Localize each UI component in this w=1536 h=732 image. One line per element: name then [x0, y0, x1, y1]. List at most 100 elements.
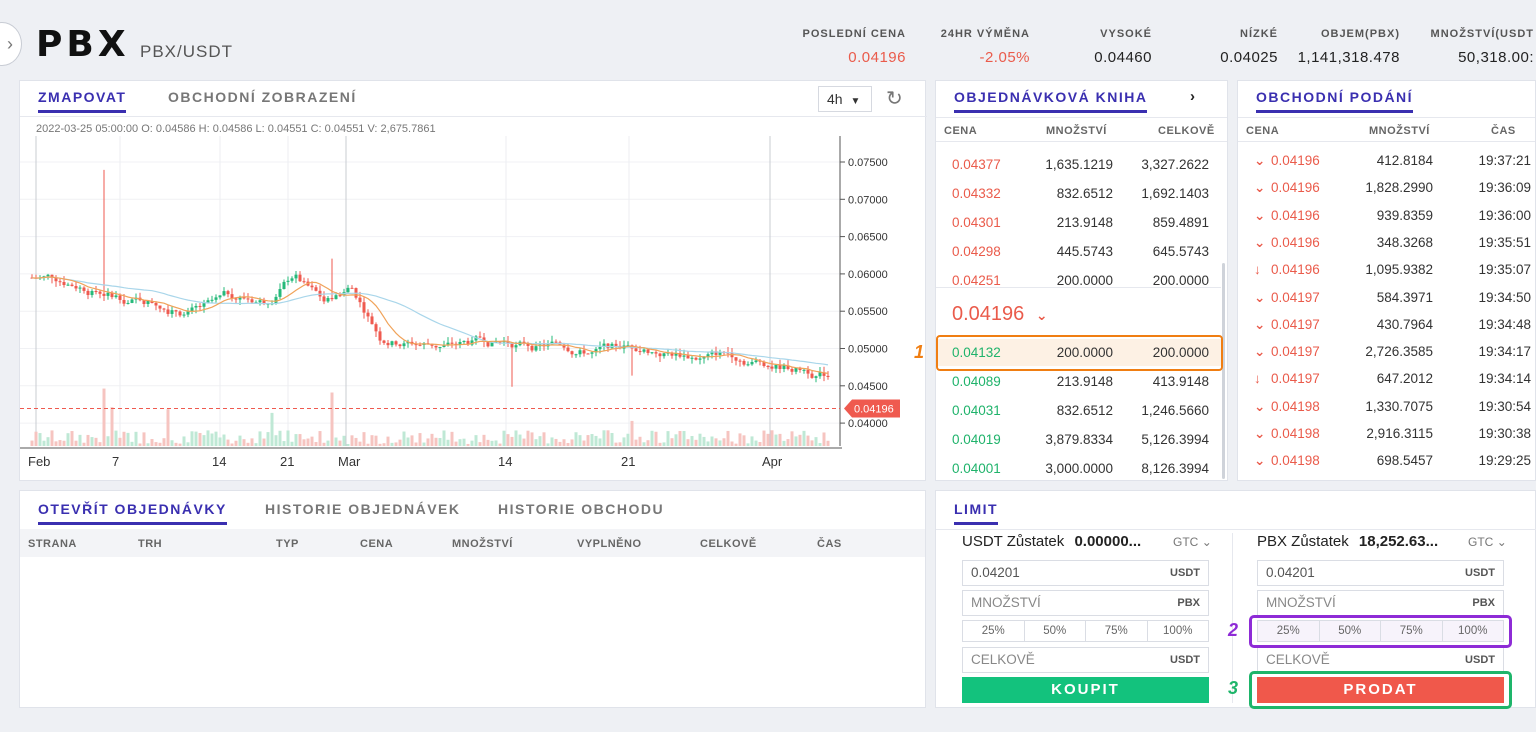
volume-bar [670, 438, 674, 446]
candle-body [178, 311, 182, 316]
reset-chart-icon[interactable]: ↻ [886, 88, 903, 110]
ob-bid-row[interactable]: 0.04019 3,879.8334 5,126.3994 [936, 426, 1221, 453]
buy-gtc-select[interactable]: GTC ⌄ [1173, 535, 1212, 549]
sell-pct-75[interactable]: 75% [1381, 621, 1443, 641]
orderbook-title[interactable]: OBJEDNÁVKOVÁ KNIHA [954, 89, 1148, 113]
trade-row: ⌄ 0.04197 584.3971 19:34:50 [1238, 284, 1535, 311]
volume-bar [754, 440, 758, 446]
volume-bar [562, 439, 566, 446]
ob-bid-row[interactable]: 0.04089 213.9148 413.9148 [936, 368, 1221, 395]
candle-body [366, 312, 370, 317]
chevron-right-icon[interactable]: › [1190, 88, 1195, 105]
trades-title[interactable]: OBCHODNÍ PODÁNÍ [1256, 89, 1414, 113]
candle-body [670, 352, 674, 356]
candle-body [450, 342, 454, 344]
buy-price-input[interactable]: 0.04201 USDT [962, 560, 1209, 586]
trade-time: 19:37:21 [1478, 153, 1531, 168]
ob-ask-row[interactable]: 0.04251 200.0000 200.0000 [936, 267, 1221, 294]
sell-pct-100[interactable]: 100% [1458, 625, 1488, 637]
volume-bar [250, 438, 254, 446]
tab-trade-history[interactable]: HISTORIE OBCHODU [498, 501, 665, 517]
buy-total-input[interactable]: CELKOVĚ USDT [962, 647, 1209, 673]
buy-pct-25[interactable]: 25% [963, 621, 1025, 641]
volume-bar [446, 439, 450, 446]
sell-total-input[interactable]: CELKOVĚ USDT [1257, 647, 1504, 673]
ob-bid-row[interactable]: 0.04031 832.6512 1,246.5660 [936, 397, 1221, 424]
volume-bar [542, 432, 546, 446]
sell-button[interactable]: PRODAT [1257, 677, 1504, 703]
ob-bid-row[interactable]: 0.04001 3,000.0000 8,126.3994 [936, 455, 1221, 480]
candle-body [302, 281, 306, 283]
sell-pct-50[interactable]: 50% [1320, 621, 1381, 641]
volume-bar [114, 430, 118, 446]
buy-button[interactable]: KOUPIT [962, 677, 1209, 703]
candle-body [582, 350, 586, 354]
interval-select[interactable]: 4h ▼ [818, 86, 872, 112]
candle-body [114, 295, 118, 298]
volume-bar [66, 433, 70, 446]
ob-ask-row[interactable]: 0.04301 213.9148 859.4891 [936, 209, 1221, 236]
ob-ask-row[interactable]: 0.04298 445.5743 645.5743 [936, 238, 1221, 265]
volume-bar [586, 435, 590, 446]
candle-body [218, 295, 222, 298]
ob-scrollbar[interactable] [1222, 263, 1225, 479]
ob-ask-row[interactable]: 0.04377 1,635.1219 3,327.2622 [936, 151, 1221, 178]
volume-bar [182, 436, 186, 446]
ob-mid-price: 0.04196 ⌄ [952, 303, 1048, 326]
interval-value: 4h [827, 91, 843, 107]
volume-bar [826, 440, 830, 446]
volume-bar [70, 431, 74, 446]
expand-sidebar-button[interactable]: › [0, 22, 22, 66]
volume-bar [190, 431, 194, 446]
sell-price-input[interactable]: 0.04201 USDT [1257, 560, 1504, 586]
volume-bar [726, 430, 730, 446]
stat-low-label: NÍZKÉ [1240, 28, 1278, 40]
buy-pct-50[interactable]: 50% [1025, 621, 1086, 641]
buy-pct-100[interactable]: 100% [1163, 625, 1193, 637]
buy-percent-selector[interactable]: 25% 50% 75% 100% [962, 620, 1209, 642]
trade-time: 19:30:54 [1478, 398, 1531, 414]
trade-time: 19:30:38 [1478, 426, 1531, 441]
ob-col-total: CELKOVĚ [1158, 125, 1215, 137]
tab-open-orders[interactable]: OTEVŘÍT OBJEDNÁVKY [38, 501, 227, 525]
ob-bid-row[interactable]: 0.04132 200.0000 200.0000 [936, 339, 1221, 366]
candlestick-chart[interactable]: 0.07500 0.07000 0.06500 0.06000 0.05500 0.050… [20, 136, 900, 481]
buy-pct-75[interactable]: 75% [1086, 621, 1148, 641]
tab-limit[interactable]: LIMIT [954, 501, 999, 525]
buy-qty-input[interactable]: MNOŽSTVÍ PBX [962, 590, 1209, 616]
trade-row: ↓ 0.04196 1,095.9382 19:35:07 [1238, 256, 1535, 283]
trade-price: 0.04196 [1271, 153, 1320, 168]
candle-body [598, 346, 602, 350]
candle-body [810, 373, 814, 378]
col-filled: VYPLNĚNO [577, 538, 642, 550]
candle-body [486, 341, 490, 347]
tab-chart[interactable]: ZMAPOVAT [38, 89, 127, 113]
volume-bar [354, 437, 358, 446]
sell-qty-input[interactable]: MNOŽSTVÍ PBX [1257, 590, 1504, 616]
volume-bar [782, 440, 786, 446]
trade-price: 0.04198 [1271, 426, 1320, 441]
stat-last-price-value: 0.04196 [848, 49, 906, 66]
volume-bar [158, 442, 162, 446]
trade-time: 19:34:48 [1478, 316, 1531, 332]
ob-ask-row[interactable]: 0.04332 832.6512 1,692.1403 [936, 180, 1221, 207]
stat-amount-value: 50,318.00: [1458, 49, 1534, 66]
volume-bar [806, 435, 810, 446]
tab-order-history[interactable]: HISTORIE OBJEDNÁVEK [265, 501, 461, 517]
volume-bar [362, 432, 366, 446]
volume-bar [690, 436, 694, 446]
candle-body [734, 357, 738, 361]
candle-body [194, 305, 198, 308]
sell-percent-selector[interactable]: 25% 50% 75% 100% [1257, 620, 1504, 642]
tab-trading-view[interactable]: OBCHODNÍ ZOBRAZENÍ [168, 89, 357, 105]
price-tick-label: 0.06000 [848, 269, 888, 281]
buy-qty-unit: PBX [1177, 597, 1200, 609]
volume-bar [302, 439, 306, 446]
ob-bid-qty: 213.9148 [1056, 374, 1113, 389]
chevron-down-icon: ⌄ [1254, 344, 1266, 360]
volume-bar [118, 437, 122, 446]
sell-pct-25[interactable]: 25% [1258, 621, 1320, 641]
candle-body [382, 340, 386, 343]
sell-gtc-select[interactable]: GTC ⌄ [1468, 535, 1507, 549]
sell-price-value: 0.04201 [1266, 565, 1315, 580]
